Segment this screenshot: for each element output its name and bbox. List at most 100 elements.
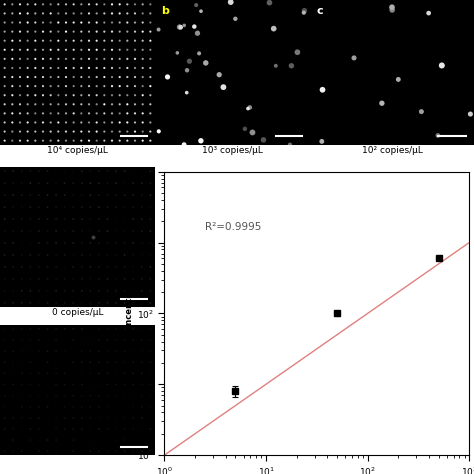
Point [52, 425, 60, 433]
Point [78, 403, 86, 410]
Point [192, 1, 200, 9]
Point [27, 347, 34, 355]
Point [62, 118, 70, 126]
Point [95, 403, 103, 410]
Point [61, 179, 68, 187]
Point [93, 109, 100, 117]
Point [16, 82, 24, 90]
Point [78, 239, 86, 247]
Point [112, 336, 120, 344]
Point [69, 403, 77, 410]
Point [146, 347, 154, 355]
Point [108, 64, 116, 72]
Point [62, 0, 70, 8]
Point [44, 287, 51, 295]
Point [62, 73, 70, 81]
Point [1, 370, 9, 377]
Point [39, 46, 47, 54]
Point [9, 137, 16, 145]
Point [18, 347, 26, 355]
Point [112, 191, 120, 199]
Point [61, 425, 68, 433]
Point [78, 82, 85, 90]
Point [9, 55, 16, 63]
Point [164, 73, 171, 81]
Point [9, 325, 17, 333]
Point [378, 100, 386, 107]
Point [131, 73, 139, 81]
Point [69, 392, 77, 400]
Point [44, 263, 51, 271]
Point [138, 336, 146, 344]
Point [1, 91, 9, 99]
Point [112, 275, 120, 283]
Point [44, 336, 51, 344]
Point [288, 62, 295, 70]
Point [35, 403, 43, 410]
Point [176, 23, 183, 31]
Point [139, 64, 146, 72]
Point [78, 299, 86, 307]
Point [121, 336, 128, 344]
Point [146, 325, 154, 333]
Point [93, 46, 100, 54]
Point [62, 128, 70, 136]
Point [69, 179, 77, 187]
Point [44, 347, 51, 355]
Point [39, 137, 47, 145]
Point [16, 0, 24, 8]
Point [35, 347, 43, 355]
Point [183, 89, 191, 96]
Point [104, 239, 111, 247]
Point [78, 358, 86, 366]
Point [47, 137, 55, 145]
Point [104, 370, 111, 377]
Point [124, 91, 131, 99]
Point [146, 287, 154, 295]
Point [78, 336, 86, 344]
Point [124, 82, 131, 90]
Point [69, 358, 77, 366]
Point [61, 403, 68, 410]
Point [61, 381, 68, 388]
Point [78, 414, 86, 421]
Text: c: c [317, 6, 323, 16]
Point [32, 37, 39, 45]
Point [78, 100, 85, 108]
Point [112, 203, 120, 211]
Point [62, 137, 70, 145]
Point [16, 128, 24, 136]
Point [35, 215, 43, 223]
Point [293, 48, 301, 56]
Point [87, 425, 94, 433]
Point [116, 109, 123, 117]
Point [100, 118, 108, 126]
Point [121, 436, 128, 444]
Point [35, 381, 43, 388]
Point [146, 28, 154, 36]
Point [61, 203, 68, 211]
Point [32, 28, 39, 36]
Point [146, 370, 154, 377]
Point [138, 215, 146, 223]
Point [100, 64, 108, 72]
Point [1, 239, 9, 247]
Point [112, 392, 120, 400]
Point [35, 263, 43, 271]
Point [52, 167, 60, 175]
Point [87, 179, 94, 187]
Point [95, 325, 103, 333]
Point [104, 381, 111, 388]
Point [116, 55, 123, 63]
Point [9, 203, 17, 211]
Point [9, 381, 17, 388]
Point [121, 358, 128, 366]
Point [121, 299, 128, 307]
Point [70, 19, 77, 27]
Point [246, 104, 254, 111]
Point [139, 100, 146, 108]
Point [95, 336, 103, 344]
Point [124, 19, 131, 27]
Point [69, 381, 77, 388]
Point [52, 336, 60, 344]
